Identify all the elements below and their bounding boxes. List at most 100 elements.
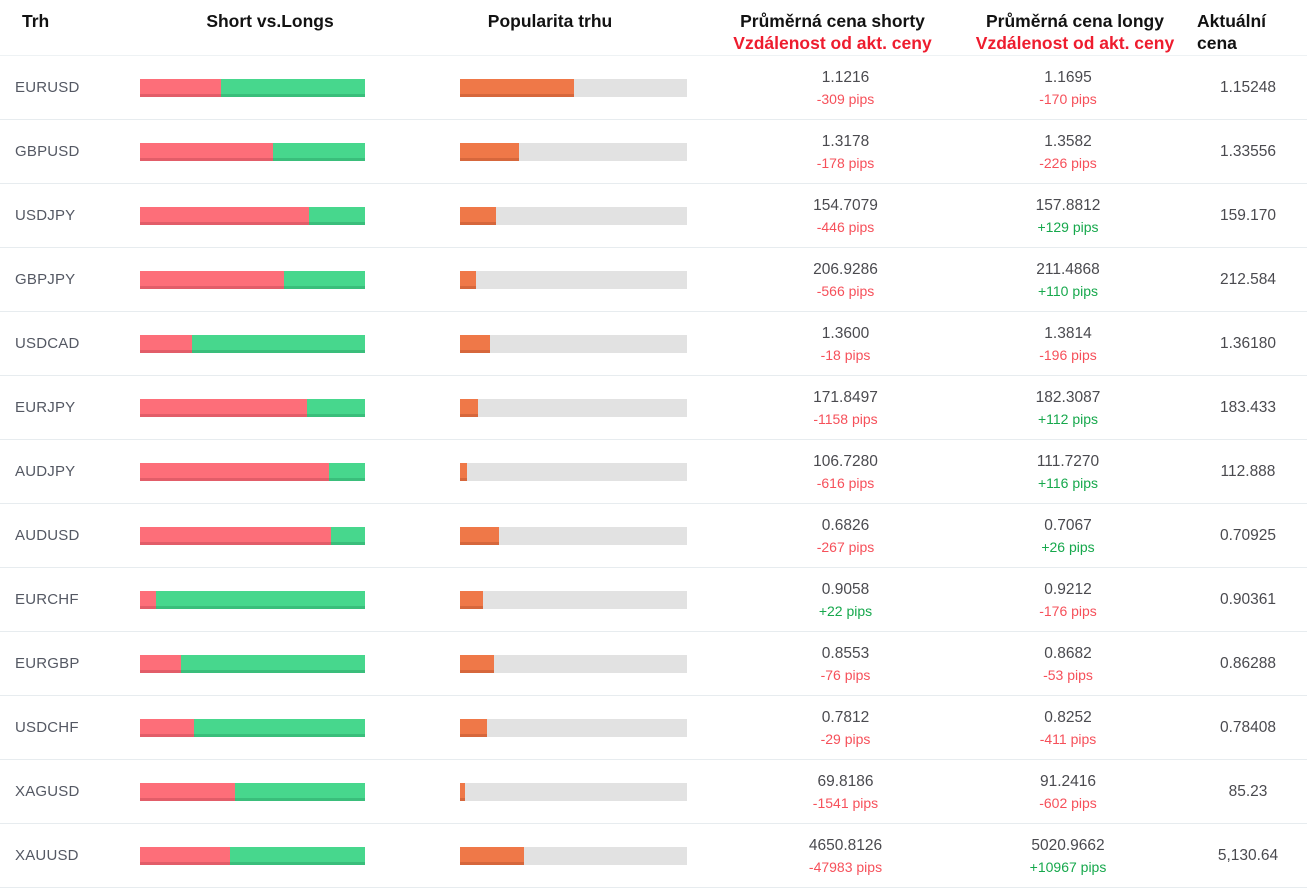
avg-long-price-cell: 182.3087 +112 pips — [965, 388, 1185, 428]
current-price: 85.23 — [1228, 783, 1268, 800]
short-vs-long-bar — [140, 334, 365, 353]
market-symbol: EURUSD — [15, 79, 80, 96]
market-symbol: GBPJPY — [15, 271, 76, 288]
avg-short-price-cell: 1.1216 -309 pips — [700, 68, 965, 108]
short-vs-long-bar — [140, 590, 365, 609]
table-row: XAUUSD 4650.8126 -47983 pips 5020.9662 +… — [0, 824, 1307, 888]
short-distance-pips: -309 pips — [816, 90, 875, 107]
market-symbol: EURCHF — [15, 591, 79, 608]
table-row: XAGUSD 69.8186 -1541 pips 91.2416 -602 p… — [0, 760, 1307, 824]
market-symbol: XAGUSD — [15, 783, 80, 800]
market-symbol: GBPUSD — [15, 143, 80, 160]
current-price-cell: 0.70925 — [1185, 526, 1307, 545]
current-price: 159.170 — [1219, 207, 1277, 224]
market-symbol: AUDJPY — [15, 463, 76, 480]
long-ratio-segment — [306, 398, 365, 417]
column-header-avg-long-subtitle: Vzdálenost od akt. ceny — [975, 33, 1175, 53]
avg-long-price: 5020.9662 — [1031, 836, 1105, 854]
current-price-cell: 85.23 — [1185, 782, 1307, 801]
current-price-cell: 183.433 — [1185, 398, 1307, 417]
avg-short-price-cell: 206.9286 -566 pips — [700, 260, 965, 300]
short-vs-long-bar — [140, 142, 365, 161]
table-row: EURJPY 171.8497 -1158 pips 182.3087 +112… — [0, 376, 1307, 440]
avg-long-price: 211.4868 — [1036, 260, 1100, 278]
avg-long-price: 0.8682 — [1044, 644, 1092, 662]
long-ratio-segment — [180, 654, 365, 673]
column-header-current-price: Aktuální cena — [1197, 11, 1267, 53]
long-ratio-segment — [234, 782, 365, 801]
short-distance-pips: -76 pips — [820, 666, 871, 683]
short-ratio-segment — [140, 270, 284, 289]
popularity-bar-fill — [460, 718, 488, 737]
avg-long-price: 157.8812 — [1035, 196, 1101, 214]
short-ratio-segment — [140, 718, 194, 737]
popularity-bar-track — [460, 206, 687, 225]
long-distance-pips: -53 pips — [1043, 666, 1093, 683]
avg-long-price: 91.2416 — [1039, 772, 1097, 790]
short-ratio-segment — [140, 846, 230, 865]
long-ratio-segment — [308, 206, 365, 225]
table-row: EURUSD 1.1216 -309 pips 1.1695 -170 pips… — [0, 56, 1307, 120]
avg-short-price-cell: 1.3600 -18 pips — [700, 324, 965, 364]
avg-short-price-cell: 0.8553 -76 pips — [700, 644, 965, 684]
market-symbol: EURJPY — [15, 399, 76, 416]
market-symbol: USDJPY — [15, 207, 76, 224]
table-header-row: Trh Short vs.Longs Popularita trhu Průmě… — [0, 0, 1307, 56]
long-distance-pips: +26 pips — [1041, 538, 1095, 555]
short-vs-long-bar — [140, 270, 365, 289]
short-distance-pips: -29 pips — [820, 730, 871, 747]
current-price-cell: 1.15248 — [1185, 78, 1307, 97]
current-price: 112.888 — [1220, 463, 1276, 480]
popularity-bar-track — [460, 718, 687, 737]
current-price-cell: 1.36180 — [1185, 334, 1307, 353]
popularity-bar-fill — [460, 526, 499, 545]
market-symbol: XAUUSD — [15, 847, 79, 864]
short-vs-long-bar — [140, 654, 365, 673]
column-header-popularity: Popularita trhu — [487, 11, 613, 31]
popularity-bar-fill — [460, 334, 490, 353]
short-ratio-segment — [140, 206, 309, 225]
market-symbol: AUDUSD — [15, 527, 80, 544]
popularity-bar-fill — [460, 462, 467, 481]
long-ratio-segment — [221, 78, 365, 97]
avg-short-price: 1.3600 — [821, 324, 870, 342]
avg-short-price: 0.8553 — [821, 644, 870, 662]
avg-long-price-cell: 0.8252 -411 pips — [965, 708, 1185, 748]
avg-long-price-cell: 0.7067 +26 pips — [965, 516, 1185, 556]
current-price-cell: 5,130.64 — [1185, 846, 1307, 865]
long-ratio-segment — [331, 526, 365, 545]
column-header-avg-short-subtitle: Vzdálenost od akt. ceny — [733, 33, 932, 53]
avg-short-price: 0.9058 — [821, 580, 870, 598]
long-ratio-segment — [284, 270, 365, 289]
popularity-bar-track — [460, 78, 687, 97]
short-ratio-segment — [140, 782, 235, 801]
table-body: EURUSD 1.1216 -309 pips 1.1695 -170 pips… — [0, 56, 1307, 888]
avg-long-price-cell: 1.3582 -226 pips — [965, 132, 1185, 172]
short-vs-long-bar — [140, 846, 365, 865]
avg-long-price-cell: 91.2416 -602 pips — [965, 772, 1185, 812]
avg-short-price: 154.7079 — [813, 196, 878, 214]
short-distance-pips: -47983 pips — [808, 858, 883, 875]
long-ratio-segment — [329, 462, 365, 481]
popularity-bar-fill — [460, 782, 465, 801]
avg-long-price: 0.9212 — [1044, 580, 1092, 598]
short-distance-pips: -1158 pips — [813, 410, 878, 427]
avg-long-price: 0.7067 — [1044, 516, 1092, 534]
short-distance-pips: -616 pips — [816, 474, 875, 491]
popularity-bar-track — [460, 398, 687, 417]
short-ratio-segment — [140, 526, 332, 545]
avg-long-price-cell: 5020.9662 +10967 pips — [965, 836, 1185, 876]
market-symbol: EURGBP — [15, 655, 80, 672]
long-distance-pips: +10967 pips — [1029, 858, 1107, 875]
table-row: GBPUSD 1.3178 -178 pips 1.3582 -226 pips… — [0, 120, 1307, 184]
current-price-cell: 0.78408 — [1185, 718, 1307, 737]
avg-long-price-cell: 211.4868 +110 pips — [965, 260, 1185, 300]
popularity-bar-fill — [460, 590, 483, 609]
current-price-cell: 212.584 — [1185, 270, 1307, 289]
avg-long-price-cell: 0.9212 -176 pips — [965, 580, 1185, 620]
column-header-short-vs-longs: Short vs.Longs — [206, 11, 334, 31]
avg-short-price: 171.8497 — [813, 388, 878, 406]
avg-long-price: 0.8252 — [1044, 708, 1092, 726]
popularity-bar-track — [460, 526, 687, 545]
short-distance-pips: -446 pips — [816, 218, 875, 235]
